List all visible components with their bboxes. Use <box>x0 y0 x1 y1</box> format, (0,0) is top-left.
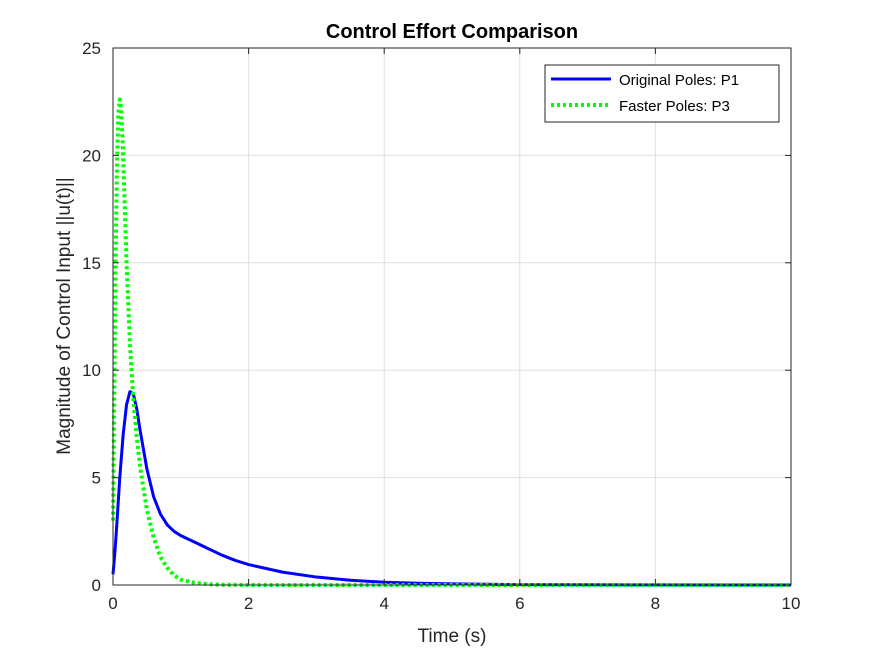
x-tick-label: 4 <box>379 594 388 613</box>
x-tick-label: 0 <box>108 594 117 613</box>
legend-label-series-1: Original Poles: P1 <box>619 72 739 89</box>
legend-label-series-2: Faster Poles: P3 <box>619 98 730 115</box>
x-tick-label: 2 <box>244 594 253 613</box>
y-tick-label: 0 <box>92 576 101 595</box>
legend-box <box>544 64 780 123</box>
y-tick-label: 20 <box>82 146 101 165</box>
y-tick-label: 15 <box>82 254 101 273</box>
tick-marks <box>112 47 792 586</box>
tick-labels: 0 2 4 6 8 10 0 5 10 15 20 25 <box>82 39 800 613</box>
x-tick-label: 8 <box>651 594 660 613</box>
x-tick-label: 6 <box>515 594 524 613</box>
axes-box <box>112 47 792 586</box>
grid-lines <box>113 48 791 585</box>
y-tick-label: 10 <box>82 361 101 380</box>
y-axis-label: Magnitude of Control Input ||u(t)|| <box>54 177 75 454</box>
plot-area <box>113 48 791 585</box>
x-axis-label: Time (s) <box>418 626 487 647</box>
y-tick-label: 5 <box>92 469 101 488</box>
chart-title: Control Effort Comparison <box>326 21 578 43</box>
y-tick-label: 25 <box>82 39 101 58</box>
x-tick-label: 10 <box>782 594 801 613</box>
legend: Original Poles: P1 Faster Poles: P3 <box>544 64 780 123</box>
